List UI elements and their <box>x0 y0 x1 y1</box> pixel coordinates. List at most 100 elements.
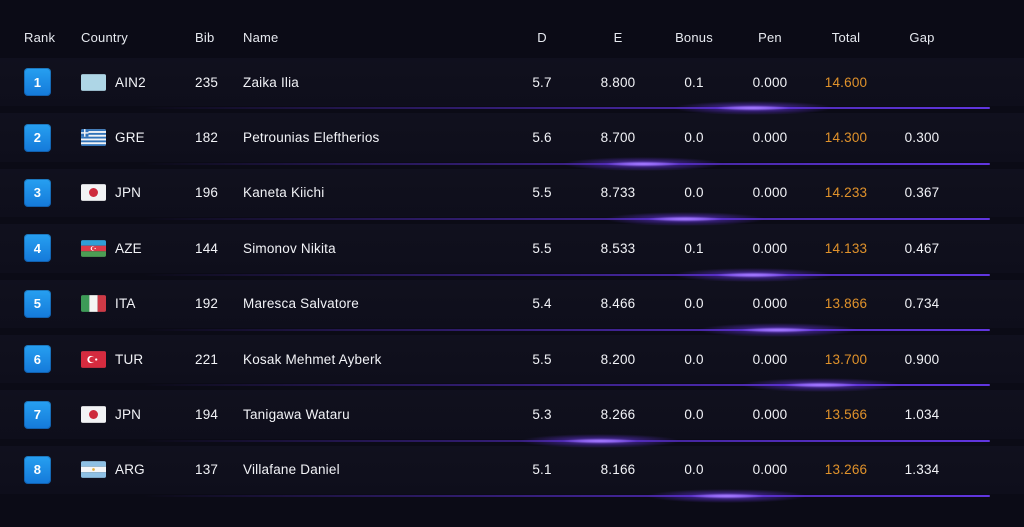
d-score: 5.5 <box>532 351 552 367</box>
total-score: 13.700 <box>824 351 868 367</box>
e-score: 8.533 <box>600 240 636 256</box>
table-row: 3 JPN 196 Kaneta Kiichi 5.5 8.733 0.0 0.… <box>0 168 1024 227</box>
bonus-score: 0.0 <box>684 462 704 478</box>
pen-score: 0.000 <box>752 185 788 201</box>
gap-value: 1.334 <box>904 462 940 478</box>
rank-badge: 8 <box>24 455 51 484</box>
e-score: 8.200 <box>600 351 636 367</box>
country-code: TUR <box>115 351 144 367</box>
e-score: 8.700 <box>600 130 636 146</box>
gre-flag-icon <box>81 129 106 147</box>
athlete-name: Zaika Ilia <box>243 74 300 90</box>
bib-number: 192 <box>195 296 219 312</box>
row-background <box>0 390 1024 439</box>
athlete-name: Maresca Salvatore <box>243 296 359 312</box>
separator-glow <box>647 489 808 504</box>
row-separator <box>143 267 990 282</box>
separator-glow <box>698 322 859 337</box>
pen-score: 0.000 <box>752 407 788 423</box>
separator-glow <box>672 267 833 282</box>
country-code: JPN <box>115 185 142 201</box>
rank-badge: 2 <box>24 123 51 152</box>
table-body: 1 AIN2 235 Zaika Ilia 5.7 8.800 0.1 0.00… <box>0 58 1024 504</box>
athlete-name: Simonov Nikita <box>243 240 336 256</box>
aze-flag-icon <box>81 240 106 257</box>
e-score: 8.733 <box>600 185 636 201</box>
country-code: AZE <box>115 240 142 256</box>
row-separator <box>143 322 990 337</box>
table-row: 2 GRE 182 Petrounias Eleftherios 5.6 8.7… <box>0 113 1024 171</box>
bonus-score: 0.0 <box>684 185 704 201</box>
e-score: 8.800 <box>600 74 636 90</box>
bonus-score: 0.0 <box>684 130 704 146</box>
row-background <box>0 279 1024 328</box>
country-code: JPN <box>115 407 142 423</box>
header-country: Country <box>81 29 128 45</box>
d-score: 5.5 <box>532 185 552 201</box>
d-score: 5.7 <box>532 74 552 90</box>
gap-value: 0.734 <box>904 296 940 312</box>
header-bonus: Bonus <box>675 29 713 45</box>
row-separator <box>143 101 990 116</box>
header-e: E <box>613 29 623 45</box>
total-score: 14.600 <box>824 74 868 90</box>
separator-glow <box>740 378 901 393</box>
pen-score: 0.000 <box>752 74 788 90</box>
bib-number: 194 <box>195 407 219 423</box>
header-bib: Bib <box>195 29 215 45</box>
rank-badge: 1 <box>24 68 51 97</box>
table-row: 4 AZE 144 Simonov Nikita 5.5 8.533 0.1 0… <box>0 224 1024 282</box>
header-name: Name <box>243 29 279 45</box>
gap-value: 0.467 <box>904 240 940 256</box>
pen-score: 0.000 <box>752 462 788 478</box>
gap-value: 0.900 <box>904 351 940 367</box>
pen-score: 0.000 <box>752 240 788 256</box>
rank-badge: 4 <box>24 234 51 263</box>
row-background <box>0 224 1024 273</box>
athlete-name: Villafane Daniel <box>243 462 340 478</box>
pen-score: 0.000 <box>752 351 788 367</box>
row-background <box>0 334 1024 384</box>
gap-value: 0.367 <box>904 185 940 201</box>
header-rank: Rank <box>24 29 56 45</box>
bib-number: 235 <box>195 74 219 90</box>
total-score: 13.566 <box>824 407 868 423</box>
ain2-flag-icon <box>81 73 106 91</box>
e-score: 8.266 <box>600 407 636 423</box>
total-score: 14.300 <box>824 130 868 146</box>
table-row: 7 JPN 194 Tanigawa Wataru 5.3 8.266 0.0 … <box>0 390 1024 448</box>
e-score: 8.166 <box>600 462 636 478</box>
row-separator <box>143 156 990 171</box>
total-score: 13.266 <box>824 462 868 478</box>
d-score: 5.5 <box>532 240 552 256</box>
bonus-score: 0.0 <box>684 351 704 367</box>
d-score: 5.3 <box>532 407 552 423</box>
bonus-score: 0.1 <box>684 240 704 256</box>
tur-flag-icon <box>81 350 106 368</box>
row-background <box>0 113 1024 162</box>
row-separator <box>143 433 990 448</box>
pen-score: 0.000 <box>752 296 788 312</box>
table-row: 1 AIN2 235 Zaika Ilia 5.7 8.800 0.1 0.00… <box>0 58 1024 116</box>
athlete-name: Kosak Mehmet Ayberk <box>243 351 382 367</box>
row-background <box>0 58 1024 107</box>
table-header: Rank Country Bib Name D E Bonus Pen Tota… <box>0 0 1024 58</box>
e-score: 8.466 <box>600 296 636 312</box>
table-row: 8 ARG 137 Villafane Daniel 5.1 8.166 0.0… <box>0 445 1024 504</box>
separator-glow <box>520 433 681 448</box>
total-score: 13.866 <box>824 296 868 312</box>
d-score: 5.1 <box>532 462 552 478</box>
bonus-score: 0.1 <box>684 74 704 90</box>
separator-glow <box>672 101 833 116</box>
header-pen: Pen <box>758 29 782 45</box>
row-separator <box>143 489 990 504</box>
gap-value: 1.034 <box>904 407 940 423</box>
separator-glow <box>562 156 723 171</box>
d-score: 5.6 <box>532 130 552 146</box>
country-code: AIN2 <box>115 74 146 90</box>
header-gap: Gap <box>909 29 935 45</box>
rank-badge: 6 <box>24 345 51 374</box>
total-score: 14.133 <box>824 240 868 256</box>
gap-value: 0.300 <box>904 130 940 146</box>
athlete-name: Kaneta Kiichi <box>243 185 325 201</box>
